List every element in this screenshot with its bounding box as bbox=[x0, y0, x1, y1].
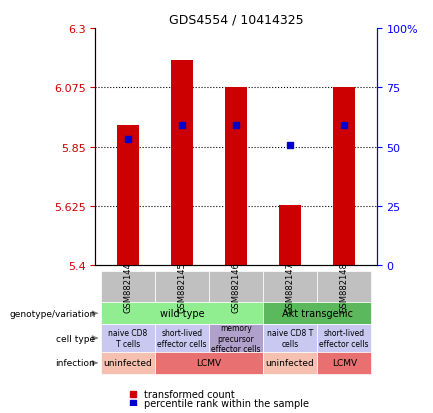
FancyBboxPatch shape bbox=[155, 352, 263, 374]
FancyBboxPatch shape bbox=[101, 352, 155, 374]
Text: GSM882148: GSM882148 bbox=[340, 262, 349, 313]
FancyBboxPatch shape bbox=[155, 324, 209, 352]
Text: GSM882144: GSM882144 bbox=[123, 262, 132, 313]
Text: wild type: wild type bbox=[159, 309, 204, 318]
Text: percentile rank within the sample: percentile rank within the sample bbox=[144, 398, 309, 408]
Bar bbox=[279, 205, 301, 266]
Text: LCMV: LCMV bbox=[332, 358, 357, 368]
FancyBboxPatch shape bbox=[101, 324, 155, 352]
Text: uninfected: uninfected bbox=[266, 358, 314, 368]
Text: GSM882147: GSM882147 bbox=[286, 262, 294, 313]
Text: GSM882146: GSM882146 bbox=[232, 262, 240, 313]
Bar bbox=[333, 88, 355, 266]
FancyBboxPatch shape bbox=[317, 324, 372, 352]
Text: naive CD8 T
cells: naive CD8 T cells bbox=[267, 329, 313, 348]
Text: uninfected: uninfected bbox=[103, 358, 152, 368]
Text: Akt transgenic: Akt transgenic bbox=[282, 309, 352, 318]
FancyBboxPatch shape bbox=[101, 303, 263, 324]
Text: memory
precursor
effector cells: memory precursor effector cells bbox=[211, 323, 261, 353]
FancyBboxPatch shape bbox=[317, 272, 372, 303]
Text: infection: infection bbox=[55, 358, 95, 368]
Text: GSM882145: GSM882145 bbox=[178, 262, 186, 313]
Text: cell type: cell type bbox=[56, 334, 95, 343]
FancyBboxPatch shape bbox=[209, 272, 263, 303]
Text: short-lived
effector cells: short-lived effector cells bbox=[320, 329, 369, 348]
Text: naive CD8
T cells: naive CD8 T cells bbox=[108, 329, 147, 348]
Text: LCMV: LCMV bbox=[196, 358, 222, 368]
FancyBboxPatch shape bbox=[263, 324, 317, 352]
FancyBboxPatch shape bbox=[263, 272, 317, 303]
Bar bbox=[171, 60, 193, 266]
FancyBboxPatch shape bbox=[317, 352, 372, 374]
FancyBboxPatch shape bbox=[101, 272, 155, 303]
Text: short-lived
effector cells: short-lived effector cells bbox=[157, 329, 207, 348]
FancyBboxPatch shape bbox=[263, 352, 317, 374]
Bar bbox=[225, 88, 247, 266]
Bar bbox=[117, 126, 139, 266]
Title: GDS4554 / 10414325: GDS4554 / 10414325 bbox=[169, 13, 303, 26]
FancyBboxPatch shape bbox=[155, 272, 209, 303]
Text: genotype/variation: genotype/variation bbox=[9, 309, 95, 318]
FancyBboxPatch shape bbox=[209, 324, 263, 352]
Text: transformed count: transformed count bbox=[144, 389, 235, 399]
FancyBboxPatch shape bbox=[263, 303, 372, 324]
